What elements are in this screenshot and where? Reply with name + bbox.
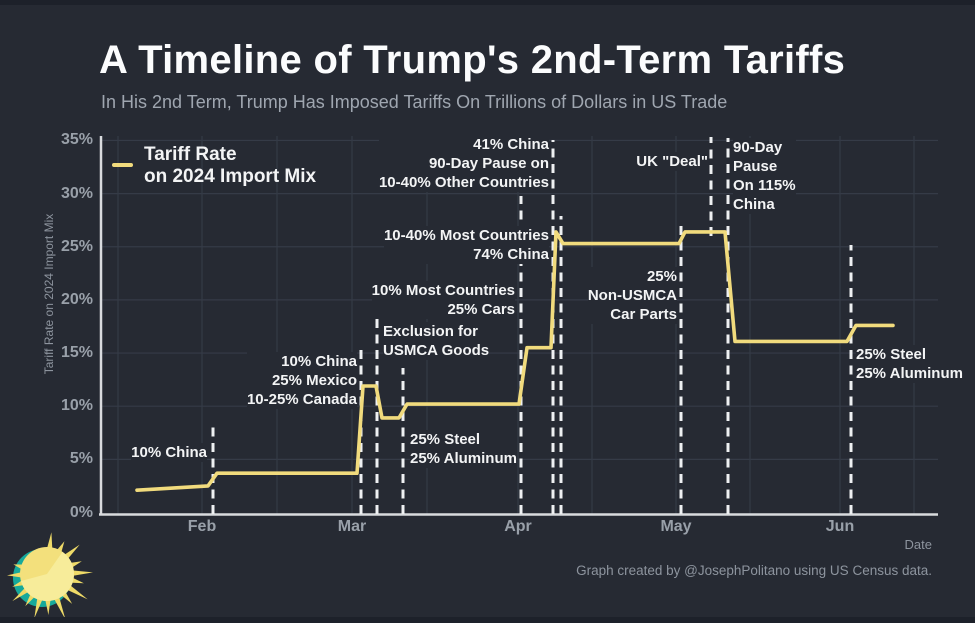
event-annotation: 10% Most Countries 25% Cars [371, 281, 515, 319]
event-annotation: Exclusion for USMCA Goods [383, 322, 490, 360]
x-tick-label: Mar [337, 518, 367, 535]
y-tick-label: 30% [60, 184, 93, 202]
legend-line-swatch-icon [112, 163, 133, 167]
y-tick-label: 15% [60, 344, 93, 362]
credit-text: Graph created by @JosephPolitano using U… [576, 563, 932, 578]
y-tick-label: 35% [60, 131, 93, 149]
page-subtitle: In His 2nd Term, Trump Has Imposed Tarif… [101, 92, 728, 112]
sun-logo-icon [7, 532, 93, 620]
event-annotation: 25% Steel 25% Aluminum [856, 345, 963, 383]
event-annotation: 41% China 90-Day Pause on 10-40% Other C… [378, 135, 549, 192]
x-tick-label: Feb [187, 518, 217, 535]
x-tick-label: Apr [504, 518, 532, 535]
event-annotation: 25% Steel 25% Aluminum [410, 430, 517, 468]
y-tick-label: 0% [69, 503, 93, 521]
top-border [0, 0, 975, 5]
event-annotation: 10% China 25% Mexico 10-25% Canada [246, 352, 357, 409]
page-title: A Timeline of Trump's 2nd-Term Tariffs [99, 38, 846, 82]
event-annotation: 25% Non-USMCA Car Parts [587, 267, 677, 324]
y-tick-label: 20% [60, 290, 93, 308]
bottom-border [0, 617, 975, 623]
tariff-rate-line [135, 230, 895, 492]
y-tick-label: 5% [69, 450, 93, 468]
x-axis-title: Date [904, 537, 932, 552]
y-tick-label: 10% [60, 397, 93, 415]
event-annotation: 10% China [131, 443, 207, 462]
event-annotation: 10-40% Most Countries 74% China [383, 226, 549, 264]
event-annotation: 90-Day Pause On 115% China [733, 138, 796, 214]
y-tick-label: 25% [60, 237, 93, 255]
x-tick-label: May [660, 518, 692, 535]
x-tick-label: Jun [825, 518, 855, 535]
legend-label: Tariff Rate on 2024 Import Mix [144, 144, 317, 187]
event-annotation: UK "Deal" [636, 152, 708, 171]
